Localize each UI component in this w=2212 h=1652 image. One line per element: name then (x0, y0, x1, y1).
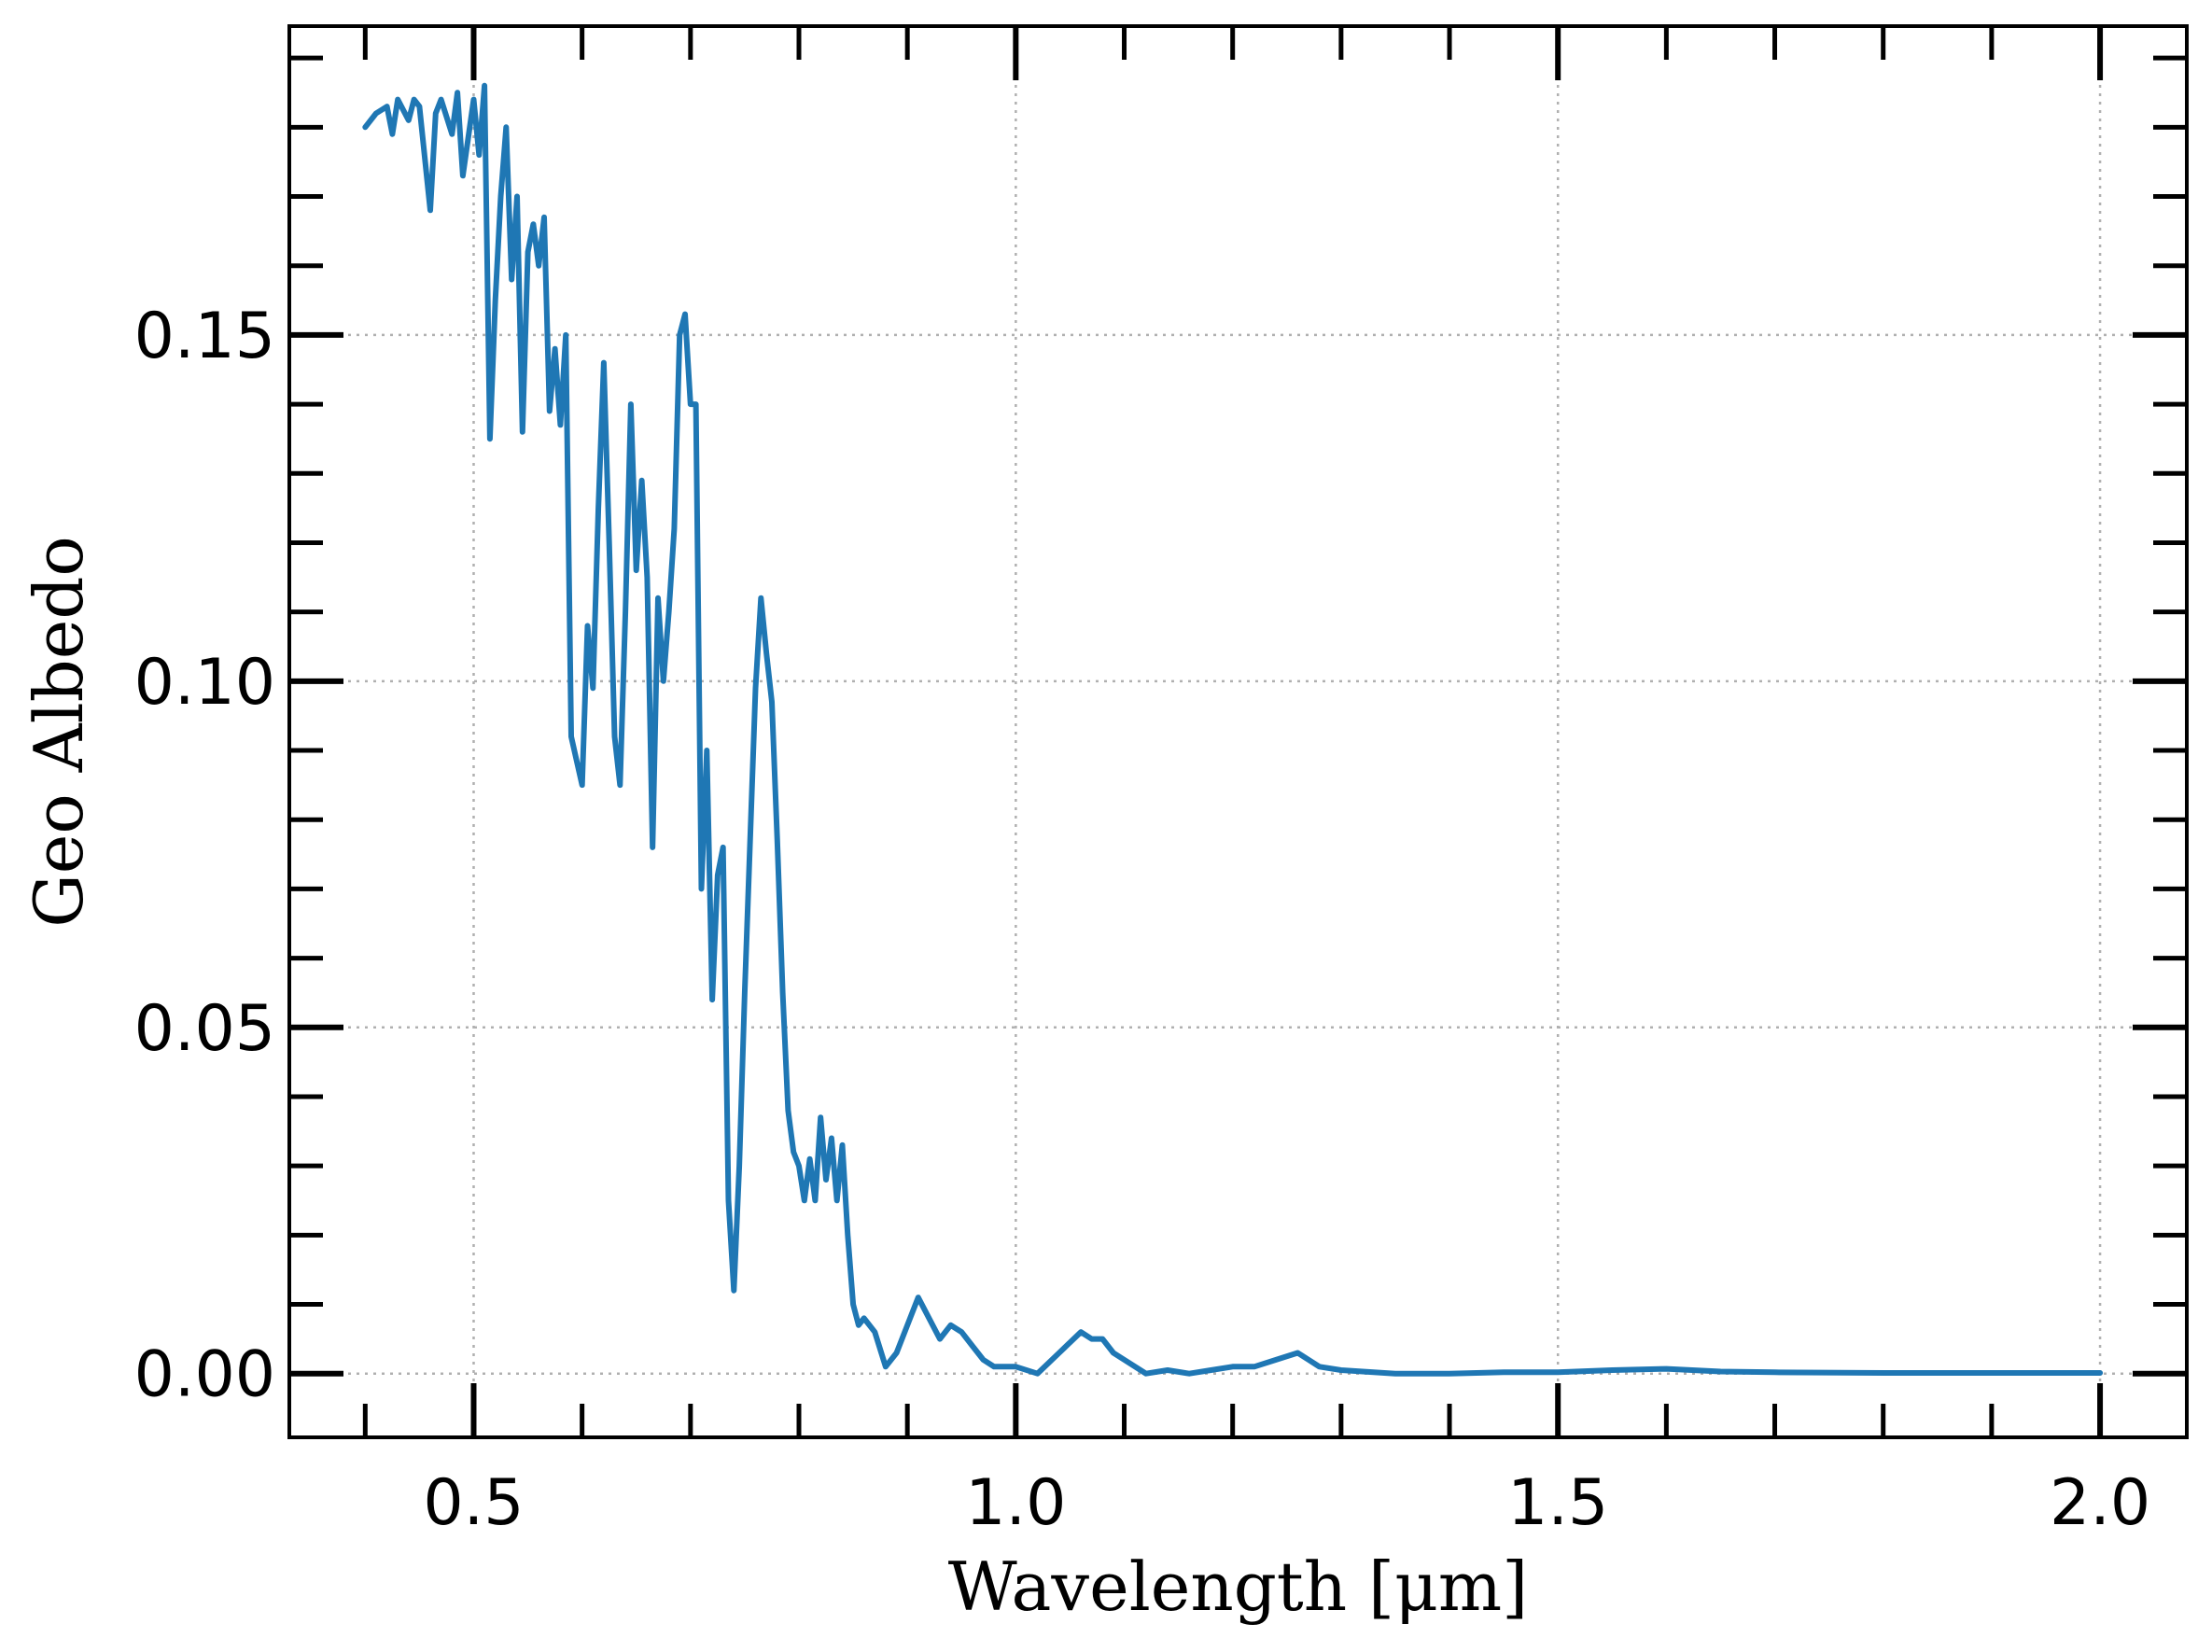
y-tick-labels: 0.00 0.05 0.10 0.15 (134, 300, 275, 1412)
x-tick-label: 1.5 (1507, 1466, 1608, 1540)
x-tick-label: 2.0 (2050, 1466, 2150, 1540)
y-axis-title: Geo Albedo (20, 536, 98, 928)
x-axis-title: Wavelength [μm] (948, 1547, 1529, 1626)
albedo-series-line (362, 82, 2104, 1377)
major-ticks (289, 26, 2187, 1437)
y-tick-label: 0.00 (134, 1338, 275, 1412)
data-series (362, 82, 2104, 1377)
minor-ticks (289, 26, 2187, 1437)
y-tick-label: 0.15 (134, 300, 275, 373)
y-tick-label: 0.10 (134, 646, 275, 720)
x-tick-label: 0.5 (423, 1466, 524, 1540)
x-tick-label: 1.0 (965, 1466, 1066, 1540)
y-tick-label: 0.05 (134, 992, 275, 1066)
x-tick-labels: 0.5 1.0 1.5 2.0 (423, 1466, 2150, 1540)
plot-frame (287, 24, 2189, 1439)
